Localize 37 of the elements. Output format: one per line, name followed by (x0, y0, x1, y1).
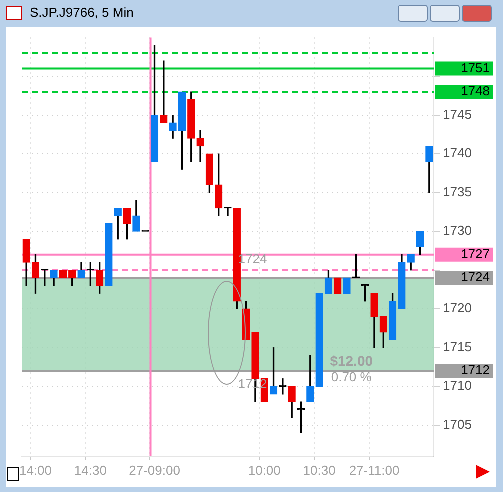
y-tick-label: 1735 (443, 184, 472, 200)
candlestick (426, 146, 434, 194)
candlestick (105, 224, 113, 286)
y-tick-label: 1710 (443, 378, 472, 394)
candlestick (50, 270, 58, 286)
x-tick-label: 10:30 (303, 462, 336, 478)
x-tick-label: 14:30 (74, 462, 107, 478)
candlestick (370, 293, 378, 348)
y-tick-label: 1745 (443, 106, 472, 122)
ref-line-label: 1727 (461, 246, 490, 262)
y-tick-label: 1740 (443, 146, 472, 161)
candlestick (132, 200, 140, 232)
candlestick (22, 239, 30, 286)
y-tick-label: 1730 (443, 223, 472, 238)
annotation: 0.70 % (331, 370, 372, 385)
ref-line-label: 1751 (461, 60, 490, 76)
candlestick (150, 45, 159, 162)
candlestick (169, 114, 177, 139)
annotation: $12.00 (330, 352, 374, 369)
chart-title: S.JP.J9766, 5 Min (30, 5, 134, 20)
x-tick-label: 27-11:00 (349, 462, 400, 478)
ref-line-label: 1724 (461, 270, 490, 285)
x-tick-label: 14:00 (19, 462, 52, 478)
candlestick (160, 60, 168, 124)
candlestick (334, 278, 342, 294)
y-tick-label: 1720 (443, 300, 472, 316)
x-tick-label: 27-09:00 (129, 462, 180, 478)
y-tick-label: 1715 (443, 339, 472, 354)
candlestick (78, 262, 86, 278)
candlestick (316, 293, 324, 387)
candlestick (196, 130, 204, 162)
y-tick-label: 1705 (443, 416, 472, 432)
candlestick (343, 278, 351, 294)
x-tick-label: 10:00 (248, 462, 281, 478)
ref-line-label: 1748 (461, 84, 490, 99)
ref-line-label: 1712 (461, 362, 490, 378)
candlestick (398, 254, 406, 310)
